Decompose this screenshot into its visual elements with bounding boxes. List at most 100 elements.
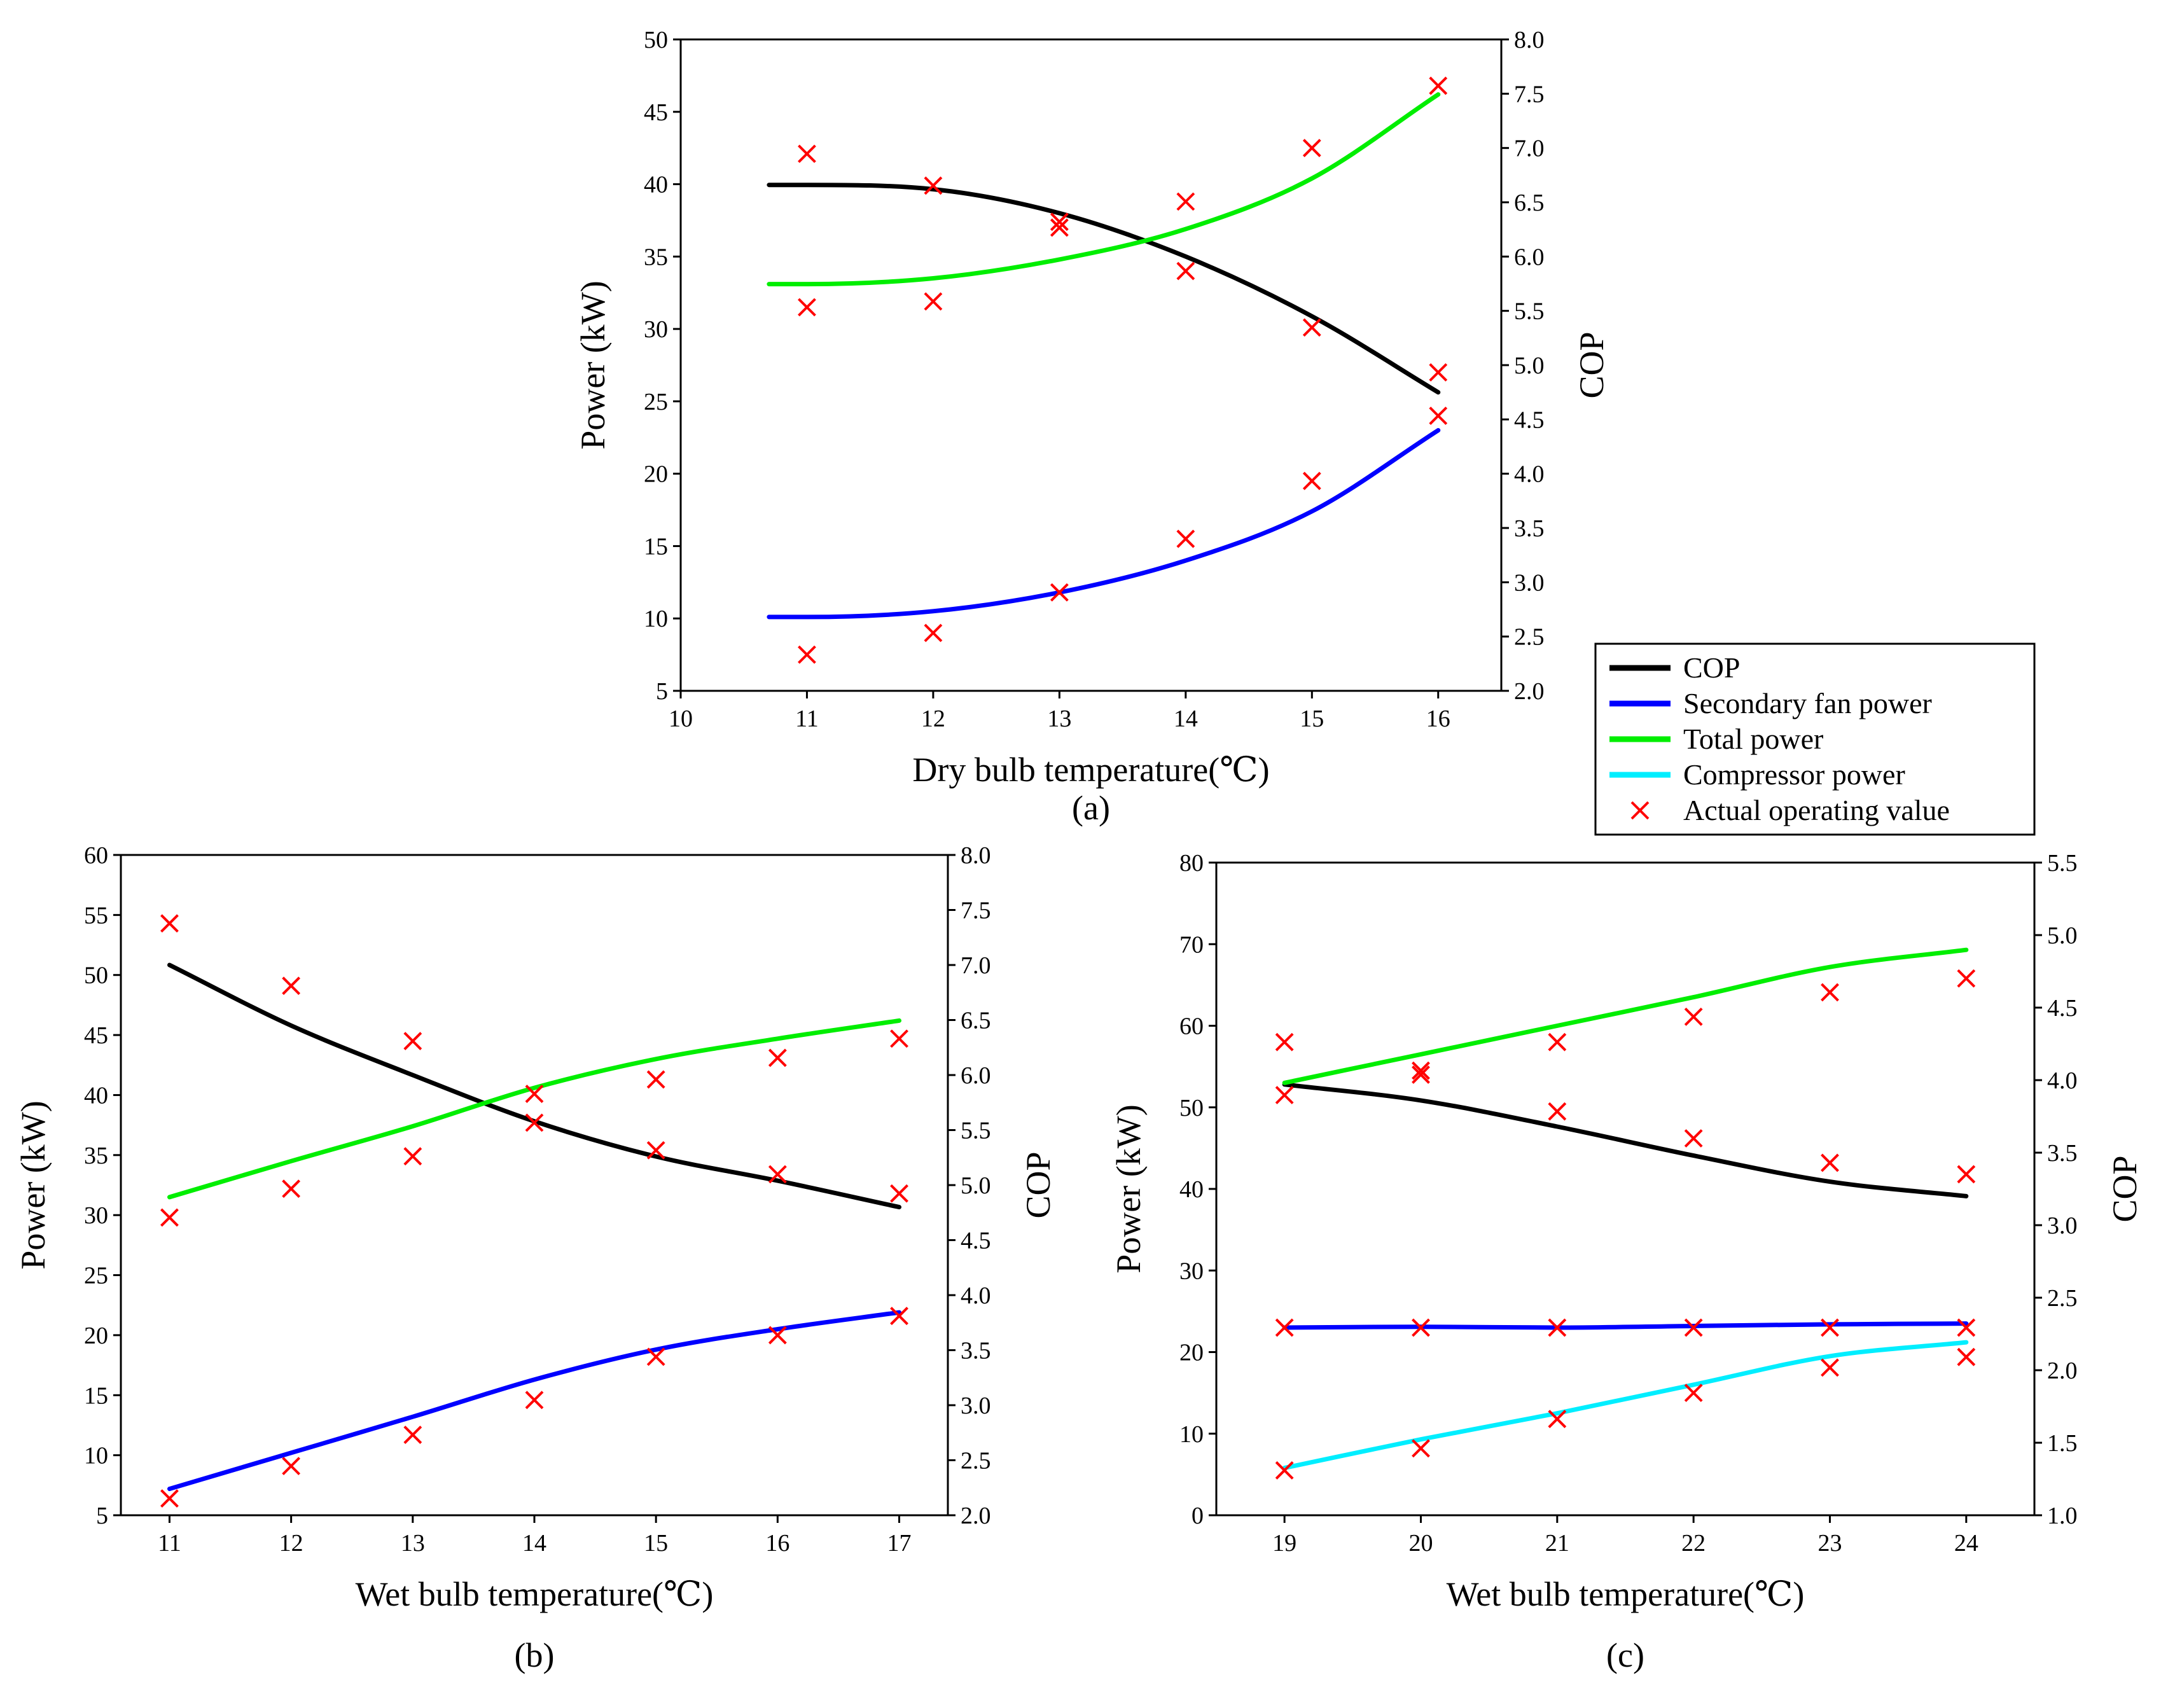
actual-value-marker <box>1275 1461 1294 1480</box>
y-tick-label: 45 <box>644 99 668 126</box>
series-line-cop <box>767 183 1441 395</box>
y-tick-label: 5 <box>96 1503 108 1529</box>
x-tick-label: 20 <box>1409 1530 1433 1557</box>
actual-value-marker <box>1302 471 1321 490</box>
actual-value-marker <box>403 1426 422 1444</box>
y2-tick-label: 3.5 <box>961 1338 991 1364</box>
series-line-total-power <box>167 1018 901 1200</box>
actual-value-marker <box>1821 1153 1839 1172</box>
actual-value-marker <box>1302 318 1321 337</box>
y-tick-label: 70 <box>1179 931 1204 958</box>
x-tick-label: 13 <box>401 1530 425 1557</box>
actual-value-marker <box>798 298 816 317</box>
actual-value-marker <box>1821 983 1839 1002</box>
y-tick-label: 40 <box>644 172 668 198</box>
series-line-cop <box>1282 1082 1969 1198</box>
y2-tick-label: 5.5 <box>2047 850 2078 877</box>
x-tick-label: 16 <box>1426 705 1450 732</box>
actual-value-marker <box>1957 1165 1976 1184</box>
series-line-compressor-power <box>1282 1340 1969 1471</box>
actual-value-marker <box>1548 1102 1567 1121</box>
x-tick-label: 11 <box>158 1530 181 1557</box>
actual-value-marker <box>646 1141 665 1160</box>
actual-value-marker <box>160 1489 179 1508</box>
legend-label: Compressor power <box>1683 758 1905 791</box>
series-line-secondary-fan-power <box>167 1310 901 1491</box>
y2-tick-label: 6.5 <box>961 1008 991 1034</box>
actual-value-marker <box>1050 212 1069 232</box>
y2-tick-label: 2.5 <box>961 1448 991 1475</box>
chart-panel-a: 10 11 12 13 14 15 1651015202530354045502.02.53… <box>574 27 1611 827</box>
y-tick-label: 20 <box>1179 1340 1204 1366</box>
x-tick-label: 14 <box>1174 705 1198 732</box>
y2-axis-title: COP <box>2106 1155 2144 1222</box>
y2-tick-label: 5.0 <box>961 1172 991 1199</box>
actual-value-marker <box>798 144 816 163</box>
actual-value-marker <box>1684 1318 1703 1337</box>
y2-tick-label: 5.0 <box>1514 352 1545 379</box>
actual-value-marker <box>282 976 301 996</box>
y-tick-label: 30 <box>84 1202 108 1229</box>
y-tick-label: 10 <box>1179 1421 1204 1448</box>
x-tick-label: 12 <box>279 1530 303 1557</box>
actual-value-marker <box>646 1347 665 1366</box>
y-tick-label: 80 <box>1179 850 1204 877</box>
y-axis-title: Power (kW) <box>14 1100 52 1269</box>
actual-value-marker <box>160 1208 179 1227</box>
y-tick-label: 0 <box>1192 1503 1204 1529</box>
actual-value-marker <box>1412 1061 1430 1080</box>
y2-tick-label: 2.0 <box>1514 678 1545 705</box>
y2-tick-label: 3.0 <box>961 1392 991 1419</box>
x-tick-label: 15 <box>644 1530 668 1557</box>
y2-tick-label: 2.5 <box>2047 1285 2078 1312</box>
y2-axis-title: COP <box>1019 1151 1057 1218</box>
actual-value-marker <box>1684 1007 1703 1026</box>
actual-value-marker <box>282 1457 301 1476</box>
panel-label: (c) <box>1606 1636 1644 1674</box>
chart-panel-c: 19 20 21 22 23 24 0 10 20 30 40 50 60 70 80 1.0 1.5 2.0 2.… <box>1109 850 2144 1674</box>
actual-value-marker <box>1176 529 1195 548</box>
y-tick-label: 15 <box>84 1382 108 1409</box>
actual-value-marker <box>1957 969 1976 988</box>
y-tick-label: 10 <box>644 606 668 632</box>
plot-frame <box>120 854 949 1517</box>
actual-value-marker <box>768 1048 787 1067</box>
y-tick-label: 30 <box>644 316 668 343</box>
panel-label: (a) <box>1072 789 1110 827</box>
panel-label: (b) <box>515 1636 555 1674</box>
y2-tick-label: 2.0 <box>2047 1357 2078 1384</box>
y2-tick-label: 7.5 <box>1514 81 1545 108</box>
actual-value-marker <box>1176 192 1195 211</box>
legend-swatch-actual-operating-value <box>1630 801 1650 820</box>
actual-value-marker <box>798 645 816 664</box>
y2-tick-label: 5.5 <box>1514 298 1545 325</box>
y-tick-label: 20 <box>644 461 668 488</box>
actual-value-marker <box>768 1326 787 1345</box>
y2-tick-label: 2.0 <box>961 1503 991 1529</box>
y-tick-label: 15 <box>644 533 668 560</box>
actual-value-marker <box>890 1029 908 1048</box>
x-tick-label: 23 <box>1818 1530 1842 1557</box>
x-tick-label: 17 <box>887 1530 912 1557</box>
actual-value-marker <box>1548 1032 1567 1052</box>
y2-tick-label: 1.0 <box>2047 1503 2078 1529</box>
y2-tick-label: 8.0 <box>1514 27 1545 53</box>
actual-value-marker <box>646 1070 665 1089</box>
actual-value-marker <box>924 292 943 311</box>
y-tick-label: 45 <box>84 1022 108 1049</box>
x-tick-label: 14 <box>522 1530 546 1557</box>
y2-tick-label: 4.5 <box>2047 995 2078 1022</box>
legend-label: Secondary fan power <box>1683 687 1932 719</box>
y2-tick-label: 7.0 <box>961 952 991 979</box>
actual-value-marker <box>1684 1129 1703 1148</box>
y-tick-label: 50 <box>84 962 108 989</box>
actual-value-marker <box>1821 1318 1839 1337</box>
y2-tick-label: 3.0 <box>1514 569 1545 596</box>
y-tick-label: 35 <box>84 1142 108 1169</box>
actual-value-marker <box>403 1032 422 1050</box>
x-tick-label: 24 <box>1954 1530 1978 1557</box>
actual-value-marker <box>160 914 179 933</box>
y2-tick-label: 7.0 <box>1514 135 1545 162</box>
actual-value-marker <box>1957 1318 1976 1337</box>
